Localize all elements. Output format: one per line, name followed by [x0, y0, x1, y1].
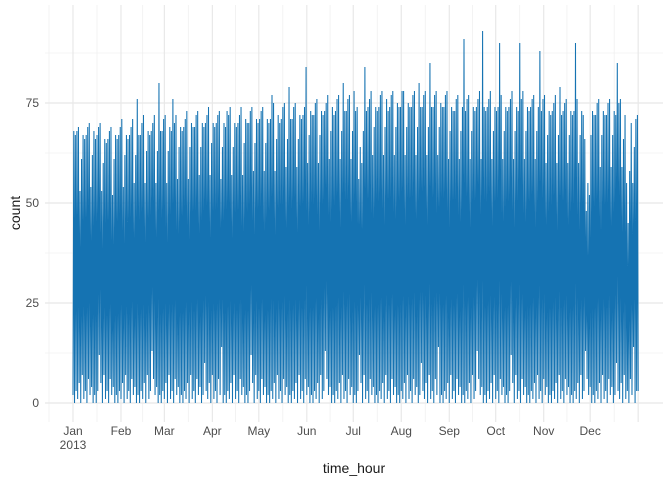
x-tick-label: Nov	[533, 424, 554, 438]
x-tick-label: Sep	[439, 424, 461, 438]
x-tick-label: Jan	[63, 424, 82, 438]
x-tick-label: Feb	[111, 424, 132, 438]
x-tick-label: Aug	[391, 424, 412, 438]
y-axis-tick-labels: 0 25 50 75	[26, 96, 40, 410]
y-tick-label: 75	[26, 96, 40, 110]
y-tick-label: 50	[26, 196, 40, 210]
x-tick-label: Jun	[297, 424, 316, 438]
x-tick-label: Mar	[154, 424, 175, 438]
x-tick-label: May	[247, 424, 270, 438]
x-axis-title: time_hour	[322, 460, 386, 476]
x-tick-label: Apr	[203, 424, 222, 438]
x-tick-label: Jul	[346, 424, 361, 438]
x-tick-label: Oct	[486, 424, 505, 438]
x-tick-label-year: 2013	[60, 438, 87, 452]
count-line	[72, 30, 639, 404]
x-tick-label: Dec	[580, 424, 601, 438]
y-tick-label: 0	[32, 396, 39, 410]
y-tick-label: 25	[26, 296, 40, 310]
y-axis-title: count	[7, 195, 23, 231]
series-count-line	[72, 30, 639, 404]
